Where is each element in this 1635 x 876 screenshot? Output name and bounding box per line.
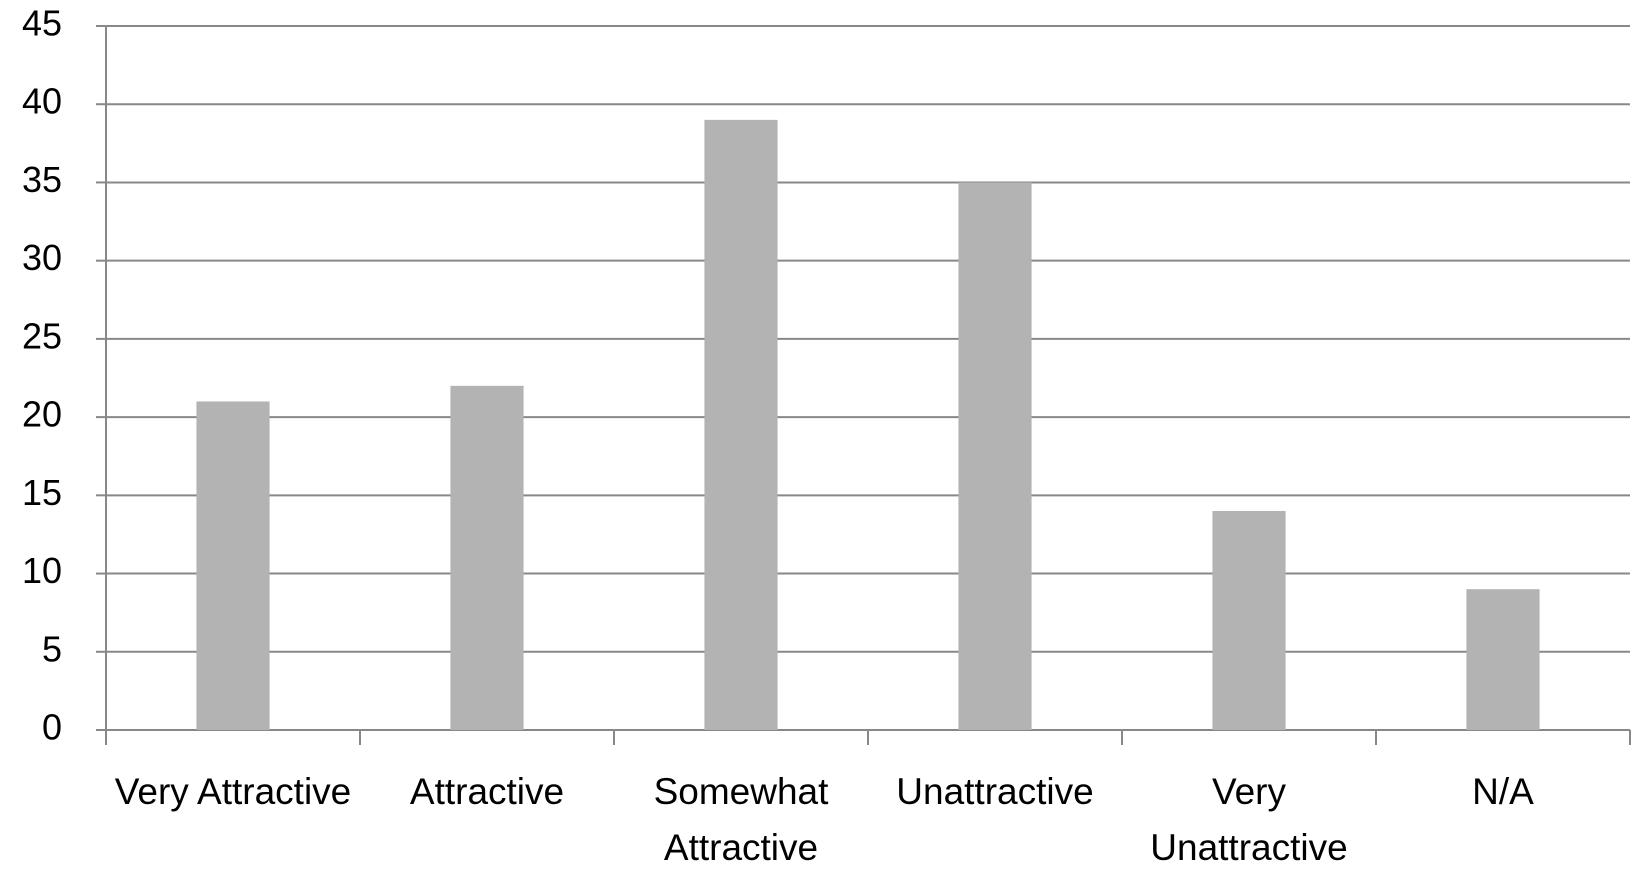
y-tick-label: 25	[22, 315, 62, 356]
y-tick-label: 45	[22, 3, 62, 44]
y-tick-label: 5	[42, 628, 62, 669]
bar	[1466, 589, 1540, 730]
y-tick-label: 40	[22, 81, 62, 122]
x-tick-label: Somewhat Attractive	[653, 771, 829, 868]
x-tick-label: Very Unattractive	[1150, 771, 1348, 868]
bar	[196, 401, 270, 730]
bar	[1212, 510, 1286, 730]
x-tick-label: N/A	[1472, 771, 1534, 812]
y-tick-label: 15	[22, 472, 62, 513]
x-tick-label: Very Attractive	[114, 771, 352, 812]
x-tick-label: Unattractive	[896, 771, 1094, 812]
y-tick-label: 10	[22, 550, 62, 591]
y-tick-label: 30	[22, 237, 62, 278]
bar	[958, 182, 1032, 730]
bar	[704, 119, 778, 730]
bar	[450, 385, 524, 730]
y-tick-label: 20	[22, 394, 62, 435]
x-tick-label: Attractive	[409, 771, 565, 812]
y-tick-label: 0	[42, 707, 62, 748]
y-tick-label: 35	[22, 159, 62, 200]
